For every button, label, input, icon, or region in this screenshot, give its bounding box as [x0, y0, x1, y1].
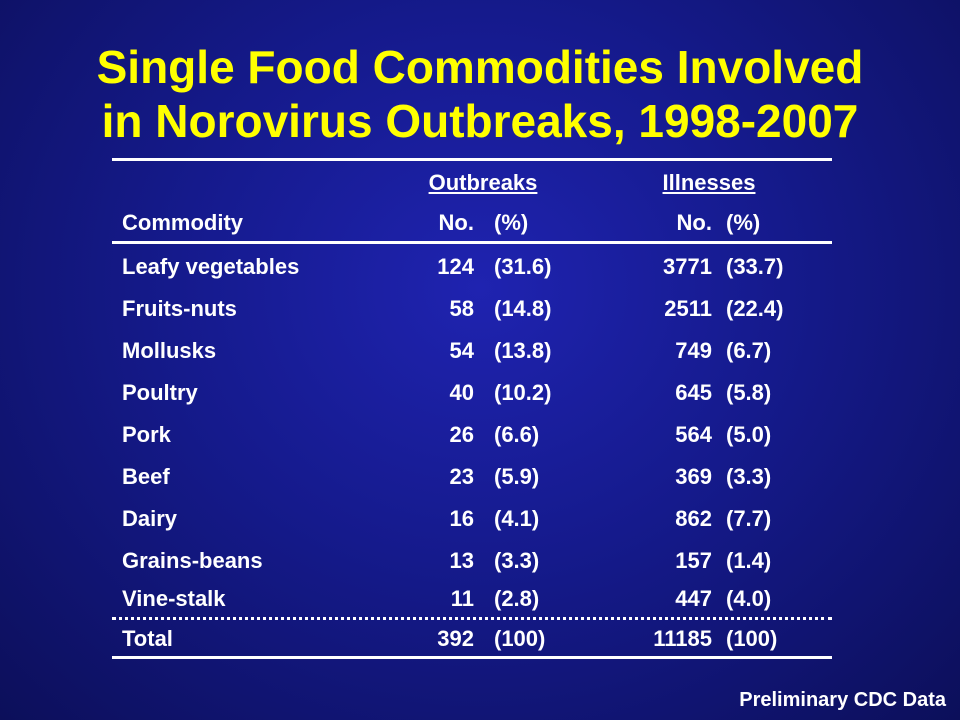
row-outbreaks-pct: (3.3): [494, 548, 540, 573]
row-outbreaks-pct: (10.2): [494, 380, 552, 405]
slide-title: Single Food Commodities Involved in Noro…: [0, 40, 960, 148]
row-illnesses-pct: (6.7): [726, 338, 772, 363]
row-outbreaks-no: 124: [437, 254, 474, 279]
row-outbreaks-no: 13: [449, 548, 474, 573]
column-header-illnesses-no: No.: [676, 210, 712, 235]
row-commodity: Fruits-nuts: [122, 296, 237, 321]
row-illnesses-no: 369: [675, 464, 712, 489]
row-outbreaks-no: 23: [449, 464, 474, 489]
table-bottom-rule: [112, 656, 832, 659]
row-commodity: Grains-beans: [122, 548, 263, 573]
group-header-illnesses: Illnesses: [662, 170, 756, 195]
table-header-rule: [112, 241, 832, 244]
column-header-outbreaks-no: No.: [438, 210, 474, 235]
row-commodity: Leafy vegetables: [122, 254, 300, 279]
row-commodity: Vine-stalk: [122, 586, 226, 611]
row-illnesses-pct: (4.0): [726, 586, 772, 611]
row-outbreaks-no: 11: [450, 586, 474, 611]
row-illnesses-pct: (7.7): [726, 506, 772, 531]
row-commodity: Pork: [122, 422, 171, 447]
column-header-commodity: Commodity: [122, 210, 243, 235]
row-outbreaks-pct: (5.9): [494, 464, 540, 489]
slide-title-line-1: Single Food Commodities Involved: [96, 41, 864, 93]
row-illnesses-pct: (5.0): [726, 422, 772, 447]
row-illnesses-no: 2511: [664, 296, 712, 321]
footer-note: Preliminary CDC Data: [739, 689, 946, 711]
row-outbreaks-no: 26: [449, 422, 474, 447]
row-outbreaks-pct: (31.6): [494, 254, 552, 279]
row-commodity: Beef: [122, 464, 170, 489]
row-illnesses-no: 749: [675, 338, 712, 363]
group-header-outbreaks: Outbreaks: [428, 170, 538, 195]
total-commodity: Total: [122, 626, 173, 651]
table-total-dotted-rule: [112, 617, 832, 620]
row-illnesses-no: 564: [675, 422, 712, 447]
row-commodity: Poultry: [122, 380, 198, 405]
row-outbreaks-no: 16: [449, 506, 474, 531]
row-outbreaks-no: 40: [449, 380, 474, 405]
row-illnesses-pct: (1.4): [726, 548, 772, 573]
total-outbreaks-no: 392: [437, 626, 474, 651]
row-illnesses-no: 157: [675, 548, 712, 573]
column-header-outbreaks-pct: (%): [494, 210, 529, 235]
slide-title-line-2: in Norovirus Outbreaks, 1998-2007: [101, 95, 859, 147]
row-illnesses-pct: (33.7): [726, 254, 784, 279]
row-illnesses-pct: (5.8): [726, 380, 772, 405]
row-outbreaks-pct: (13.8): [494, 338, 552, 363]
row-illnesses-no: 447: [675, 586, 712, 611]
row-illnesses-no: 862: [675, 506, 712, 531]
row-outbreaks-pct: (6.6): [494, 422, 540, 447]
total-illnesses-no: 11185: [653, 626, 712, 651]
row-illnesses-pct: (3.3): [726, 464, 772, 489]
row-outbreaks-no: 54: [449, 338, 474, 363]
column-header-illnesses-pct: (%): [726, 210, 761, 235]
row-outbreaks-pct: (4.1): [494, 506, 540, 531]
table-top-rule: [112, 158, 832, 161]
total-illnesses-pct: (100): [726, 626, 778, 651]
row-illnesses-no: 645: [675, 380, 712, 405]
row-illnesses-no: 3771: [663, 254, 712, 279]
row-outbreaks-pct: (2.8): [494, 586, 540, 611]
row-outbreaks-no: 58: [449, 296, 474, 321]
total-outbreaks-pct: (100): [494, 626, 546, 651]
row-commodity: Dairy: [122, 506, 178, 531]
row-commodity: Mollusks: [122, 338, 217, 363]
row-outbreaks-pct: (14.8): [494, 296, 552, 321]
row-illnesses-pct: (22.4): [726, 296, 784, 321]
